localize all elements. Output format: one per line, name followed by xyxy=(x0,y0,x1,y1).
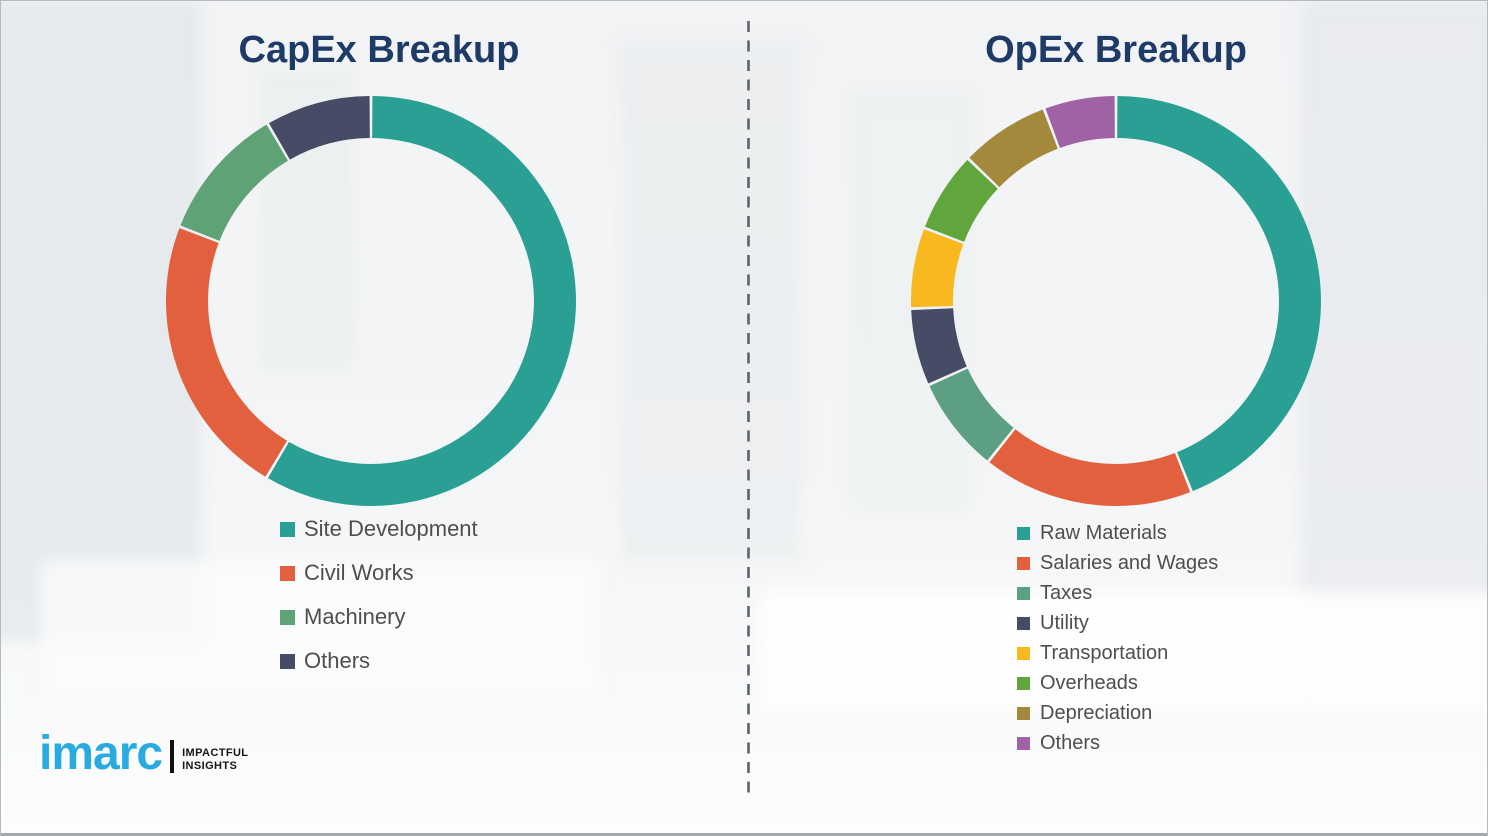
donut-segment-machinery xyxy=(180,124,288,241)
legend-label: Site Development xyxy=(304,516,478,541)
donut-segment-overheads xyxy=(924,159,998,242)
legend-label: Civil Works xyxy=(304,560,414,585)
opex-legend: Raw Materials Salaries and Wages Taxes Util… xyxy=(1017,518,1218,758)
capex-legend: Site Development Civil Works Machinery Othe… xyxy=(280,515,478,691)
legend-marker-icon xyxy=(1017,676,1030,690)
legend-item-civil-works: Civil Works xyxy=(280,559,478,587)
legend-marker-icon xyxy=(1017,706,1030,720)
legend-label: Raw Materials xyxy=(1040,521,1167,544)
legend-marker-icon xyxy=(280,565,295,581)
imarc-logo: imarc IMPACTFUL INSIGHTS xyxy=(39,727,248,780)
donut-segment-others xyxy=(1045,96,1115,148)
legend-marker-icon xyxy=(1017,586,1030,600)
legend-label: Transportation xyxy=(1040,641,1169,664)
legend-marker-icon xyxy=(280,521,295,537)
donut-segment-transportation xyxy=(911,229,964,308)
logo-tagline-line2: INSIGHTS xyxy=(182,760,238,773)
imarc-wordmark: imarc xyxy=(39,727,163,780)
legend-label: Machinery xyxy=(304,604,406,629)
logo-tagline: IMPACTFUL INSIGHTS xyxy=(182,747,248,773)
legend-item-utility: Utility xyxy=(1017,608,1218,638)
legend-label: Depreciation xyxy=(1040,701,1153,724)
capex-donut-chart xyxy=(166,96,576,506)
donut-segment-civil-works xyxy=(166,228,288,477)
donut-segment-others xyxy=(269,96,370,160)
legend-marker-icon xyxy=(1017,736,1030,750)
legend-marker-icon xyxy=(1017,616,1030,630)
legend-marker-icon xyxy=(280,609,295,625)
logo-divider-bar xyxy=(170,740,175,774)
legend-marker-icon xyxy=(1017,556,1030,570)
donut-segment-depreciation xyxy=(969,109,1058,188)
donut-segment-taxes xyxy=(929,368,1014,461)
legend-label: Salaries and Wages xyxy=(1040,551,1219,574)
legend-label: Taxes xyxy=(1040,581,1093,604)
legend-item-overheads: Overheads xyxy=(1017,668,1218,698)
legend-item-raw-materials: Raw Materials xyxy=(1017,518,1218,548)
legend-item-others: Others xyxy=(280,647,478,675)
legend-marker-icon xyxy=(1017,646,1030,660)
logo-tagline-line1: IMPACTFUL xyxy=(182,747,249,760)
legend-item-taxes: Taxes xyxy=(1017,578,1218,608)
legend-label: Others xyxy=(1040,731,1101,754)
dashed-divider-line xyxy=(747,21,750,793)
donut-segment-raw-materials xyxy=(1117,96,1321,492)
legend-label: Others xyxy=(304,648,371,673)
legend-item-depreciation: Depreciation xyxy=(1017,698,1218,728)
background-texture xyxy=(621,41,801,561)
donut-segment-site-development xyxy=(267,96,576,506)
legend-label: Overheads xyxy=(1040,671,1138,694)
legend-marker-icon xyxy=(1017,526,1030,540)
capex-chart-title: CapEx Breakup xyxy=(238,29,520,71)
legend-item-site-development: Site Development xyxy=(280,515,478,543)
opex-chart-title: OpEx Breakup xyxy=(985,29,1247,71)
background-texture xyxy=(1301,1,1487,701)
legend-item-salaries-and-wages: Salaries and Wages xyxy=(1017,548,1218,578)
donut-segment-salaries-and-wages xyxy=(989,429,1191,506)
legend-item-others: Others xyxy=(1017,728,1218,758)
legend-item-transportation: Transportation xyxy=(1017,638,1218,668)
donut-segment-utility xyxy=(911,308,967,384)
opex-donut-chart xyxy=(911,96,1321,506)
legend-marker-icon xyxy=(280,653,295,669)
legend-label: Utility xyxy=(1040,611,1089,634)
legend-item-machinery: Machinery xyxy=(280,603,478,631)
